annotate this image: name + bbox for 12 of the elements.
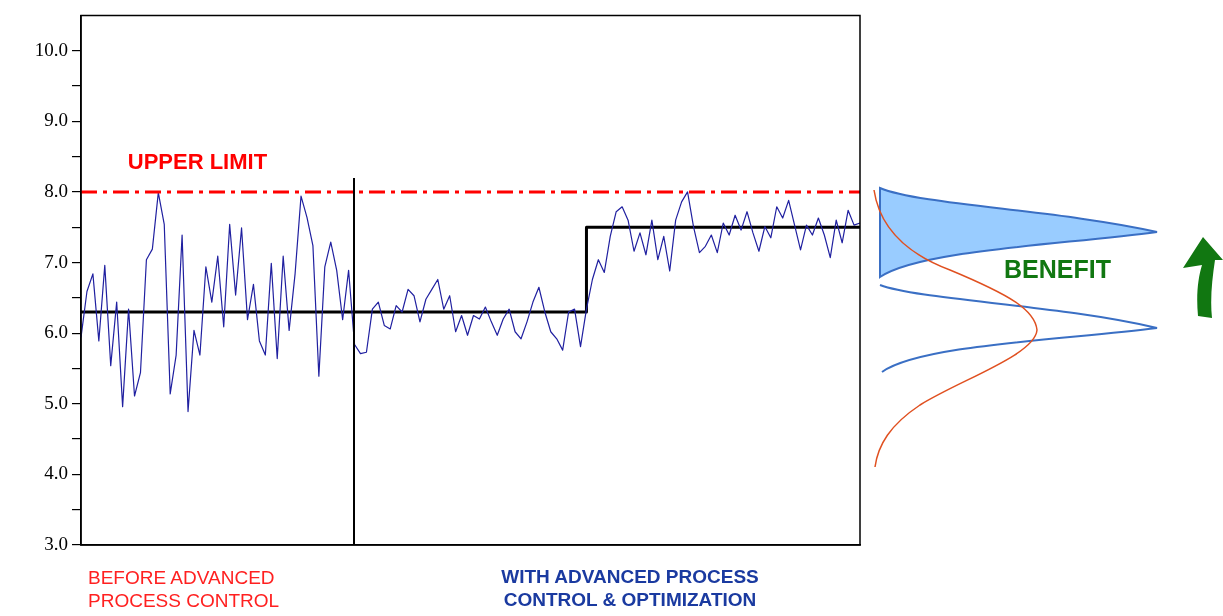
y-tick-label: 6.0 (44, 321, 68, 343)
y-tick-label: 4.0 (44, 462, 68, 484)
y-tick-label: 7.0 (44, 250, 68, 272)
y-tick-label: 8.0 (44, 179, 68, 201)
text: WITH ADVANCED PROCESS CONTROL & OPTIMIZATION (500, 565, 760, 611)
text: BEFORE ADVANCED PROCESS CONTROL (88, 566, 281, 612)
y-tick-label: 10.0 (34, 38, 68, 60)
y-tick-label: 3.0 (44, 532, 68, 554)
y-tick-label: 5.0 (44, 391, 68, 413)
ref-line-label: UPPER LIMIT (127, 149, 268, 174)
text: BENEFIT (1004, 255, 1112, 283)
y-tick-label: 9.0 (44, 109, 68, 131)
